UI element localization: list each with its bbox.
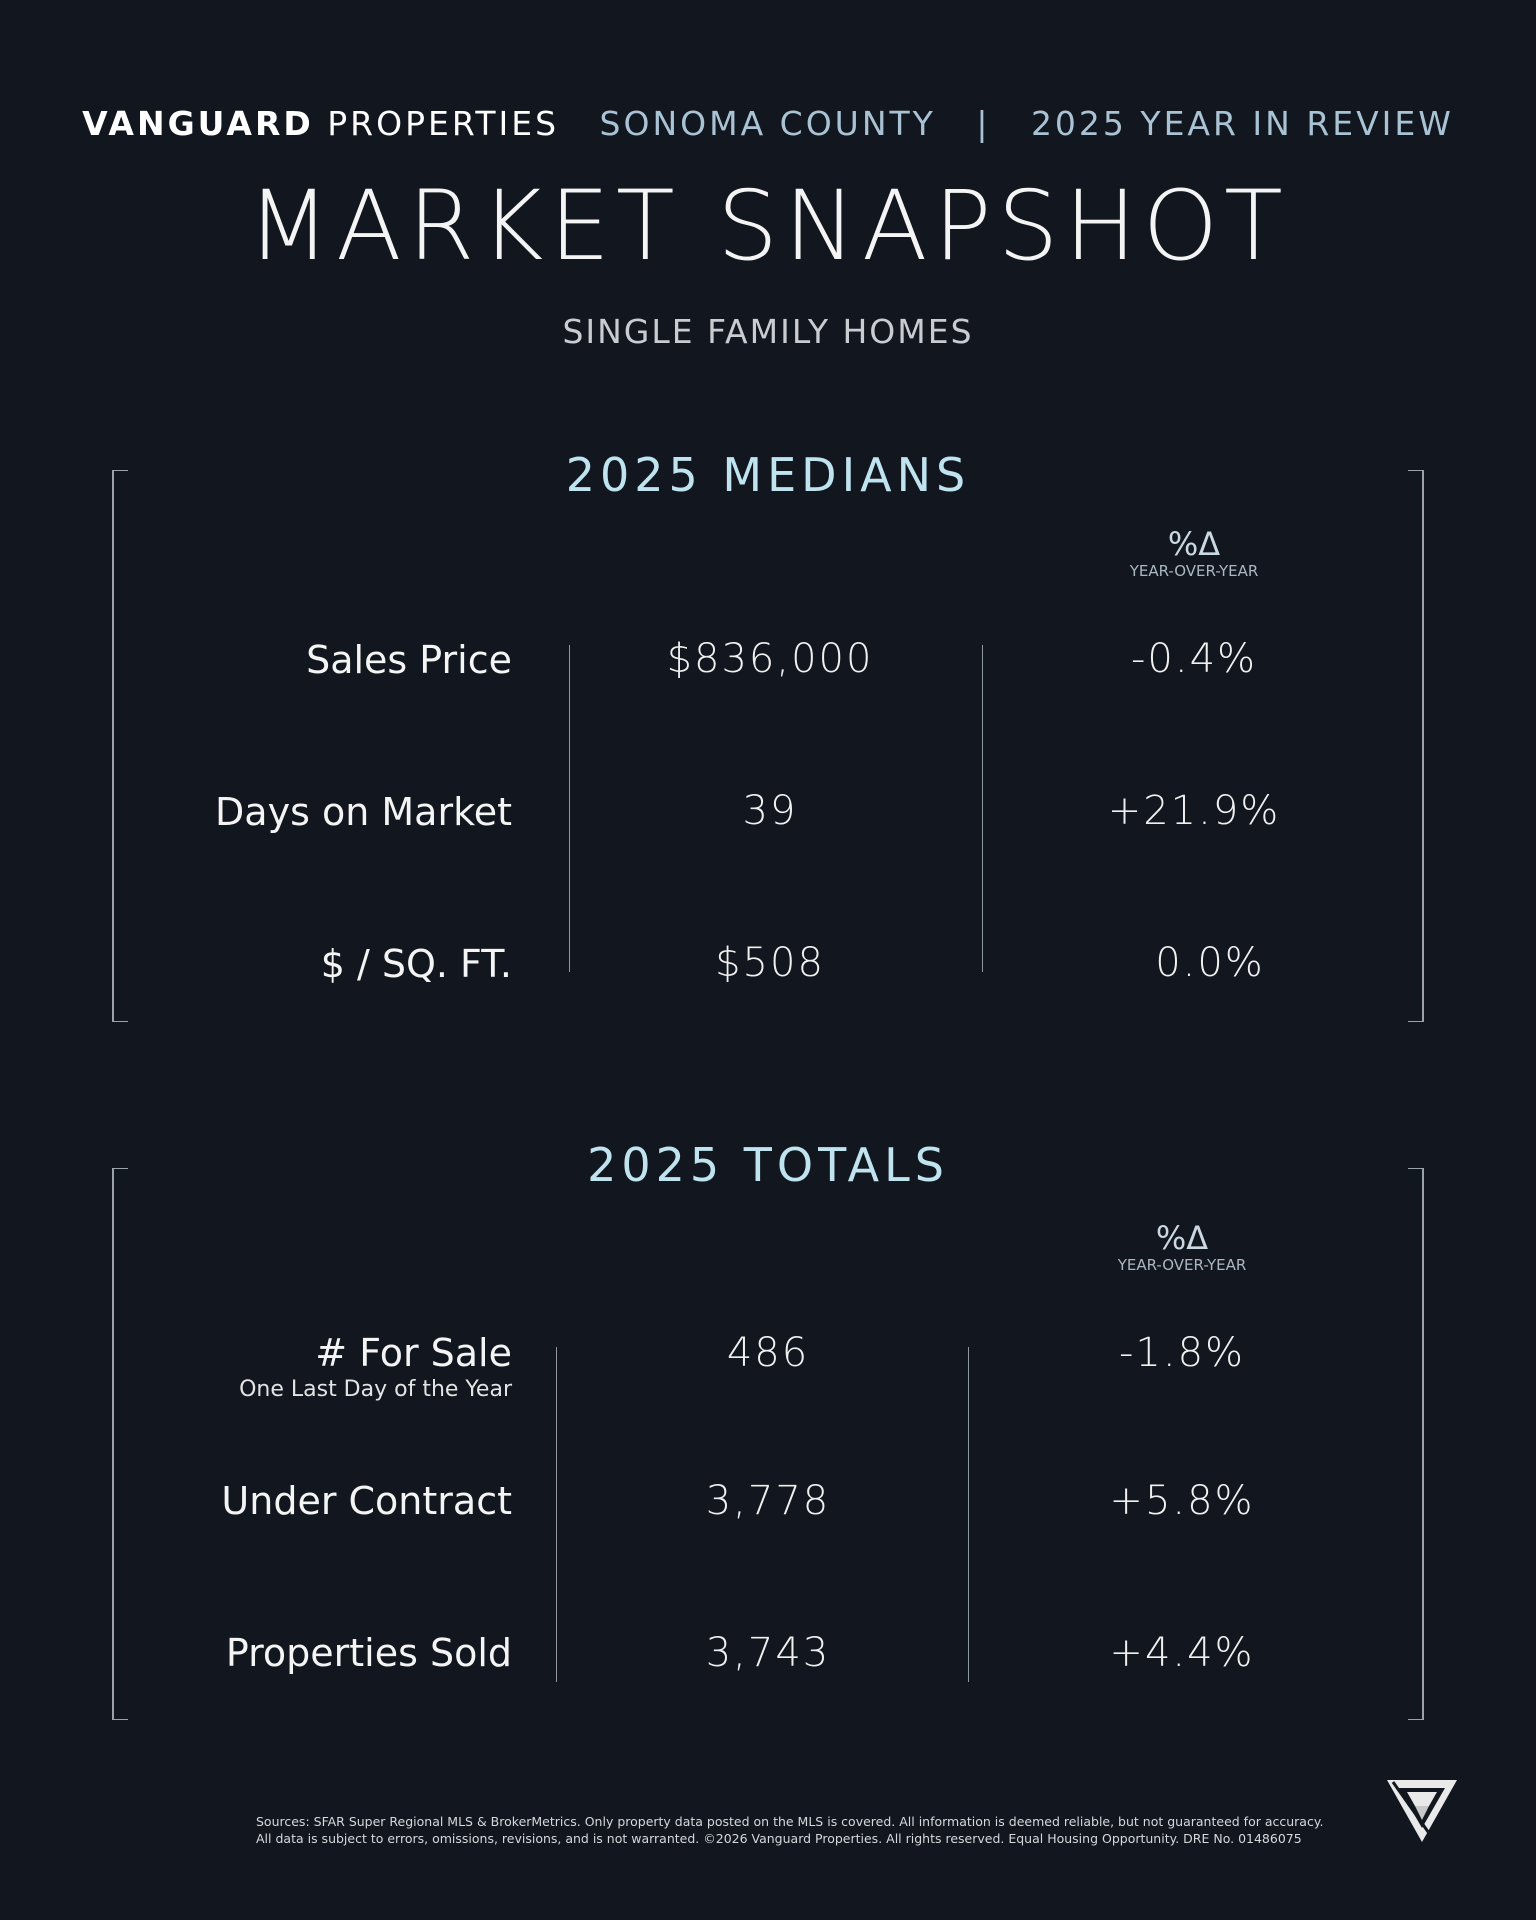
medians-row-label-sales-price: Sales Price bbox=[306, 638, 512, 682]
header-line: VANGUARD PROPERTIES SONOMA COUNTY | 2025… bbox=[0, 104, 1536, 143]
medians-row-label-price-per-sqft: $ / SQ. FT. bbox=[320, 942, 512, 986]
medians-delta-header: %Δ YEAR-OVER-YEAR bbox=[1094, 526, 1294, 580]
medians-row-value-sales-price: $836,000 bbox=[666, 636, 874, 682]
totals-row-change-under-contract: +5.8% bbox=[1109, 1478, 1255, 1524]
header-separator: | bbox=[976, 104, 991, 143]
totals-row-label-under-contract: Under Contract bbox=[221, 1479, 512, 1523]
totals-delta-header: %Δ YEAR-OVER-YEAR bbox=[1082, 1220, 1282, 1274]
totals-row-label-for-sale: # For Sale bbox=[315, 1331, 512, 1375]
footer-disclaimer: Sources: SFAR Super Regional MLS & Broke… bbox=[256, 1813, 1324, 1847]
medians-bracket-right bbox=[1408, 470, 1424, 1022]
vanguard-logo-icon bbox=[1387, 1780, 1457, 1842]
medians-row-change-sales-price: -0.4% bbox=[1130, 636, 1258, 682]
medians-row-value-days-on-market: 39 bbox=[742, 788, 798, 834]
medians-divider-right bbox=[982, 645, 983, 972]
medians-section-title: 2025 MEDIANS bbox=[565, 448, 971, 502]
brand-name-bold: VANGUARD bbox=[82, 104, 314, 143]
footer-line-2: All data is subject to errors, omissions… bbox=[256, 1831, 1302, 1846]
brand-name-light: PROPERTIES bbox=[327, 104, 560, 143]
totals-row-value-properties-sold: 3,743 bbox=[705, 1630, 831, 1676]
delta-caption: YEAR-OVER-YEAR bbox=[1117, 1256, 1247, 1274]
page-title: MARKET SNAPSHOT bbox=[247, 170, 1289, 282]
medians-bracket-left bbox=[112, 470, 128, 1022]
medians-row-value-price-per-sqft: $508 bbox=[715, 940, 825, 986]
page-subtitle: SINGLE FAMILY HOMES bbox=[562, 312, 974, 351]
region-label: SONOMA COUNTY bbox=[599, 104, 936, 143]
totals-row-value-under-contract: 3,778 bbox=[705, 1478, 831, 1524]
delta-symbol: %Δ bbox=[1167, 525, 1221, 563]
footer-line-1: Sources: SFAR Super Regional MLS & Broke… bbox=[256, 1814, 1324, 1829]
totals-divider-left bbox=[556, 1347, 557, 1682]
totals-row-value-for-sale: 486 bbox=[726, 1330, 810, 1376]
period-label: 2025 YEAR IN REVIEW bbox=[1030, 104, 1454, 143]
medians-row-label-days-on-market: Days on Market bbox=[215, 790, 512, 834]
totals-row-change-for-sale: -1.8% bbox=[1118, 1330, 1246, 1376]
totals-bracket-right bbox=[1408, 1168, 1424, 1720]
medians-row-change-days-on-market: +21.9% bbox=[1107, 788, 1281, 834]
totals-row-label-properties-sold: Properties Sold bbox=[225, 1631, 512, 1675]
totals-row-change-properties-sold: +4.4% bbox=[1109, 1630, 1255, 1676]
totals-section-title: 2025 TOTALS bbox=[587, 1138, 949, 1192]
delta-caption: YEAR-OVER-YEAR bbox=[1129, 562, 1259, 580]
delta-symbol: %Δ bbox=[1155, 1219, 1209, 1257]
totals-bracket-left bbox=[112, 1168, 128, 1720]
medians-row-change-price-per-sqft: 0.0% bbox=[1155, 940, 1265, 986]
totals-row-sublabel-for-sale: One Last Day of the Year bbox=[239, 1377, 512, 1402]
totals-divider-right bbox=[968, 1347, 969, 1682]
medians-divider-left bbox=[569, 645, 570, 972]
